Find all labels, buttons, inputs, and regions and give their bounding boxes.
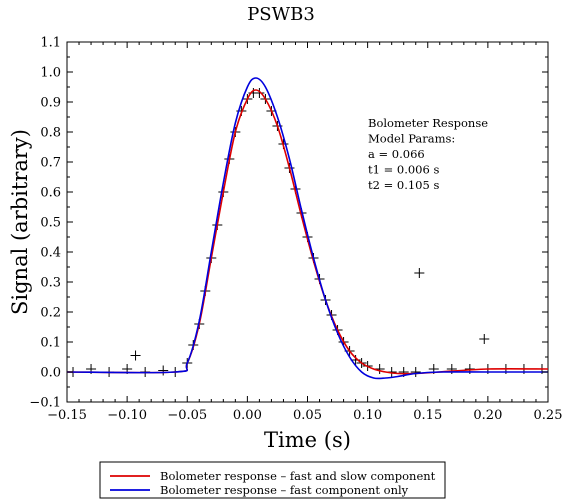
annotation-line: Model Params: [368,132,455,146]
y-axis-label: Signal (arbitrary) [8,129,32,315]
y-tick-label: 1.0 [40,66,61,81]
legend: Bolometer response – fast and slow compo… [99,461,446,499]
y-axis: −0.1 0.0 0.1 0.2 0.3 0.4 0.5 0.6 0.7 0.8 0.9 1.0 1.1 [29,36,548,411]
x-tick-label: −0.05 [167,408,207,423]
annotation-line: t1 = 0.006 s [368,163,439,177]
y-tick-label: 0.6 [40,186,61,201]
y-tick-label: −0.1 [29,396,61,411]
y-tick-label: 0.7 [40,156,61,171]
legend-box [99,461,446,499]
y-tick-label: 0.4 [40,246,61,261]
x-tick-label: −0.10 [107,408,147,423]
data-point [414,268,425,278]
series-line [67,89,548,375]
annotation-line: Bolometer Response [368,116,488,130]
data-point [130,350,141,361]
data-point [254,88,265,98]
x-axis-label: Time (s) [264,428,351,452]
annotation-line: a = 0.066 [368,147,425,161]
y-tick-label: 0.1 [40,336,61,351]
y-tick-label: 1.1 [40,36,61,51]
x-tick-label: 0.20 [473,408,502,423]
legend-label: Bolometer response – fast and slow compo… [160,469,436,483]
x-tick-label: 0.10 [353,408,382,423]
y-tick-label: 0.2 [40,306,61,321]
y-tick-label: 0.3 [40,276,61,291]
data-point [410,367,421,377]
x-tick-label: −0.15 [47,408,87,423]
annotation-line: t2 = 0.105 s [368,178,439,192]
annotation: Bolometer Response Model Params:a = 0.066… [368,116,488,192]
plot-frame [66,41,549,403]
legend-label: Bolometer response – fast component only [160,483,409,497]
y-tick-label: 0.8 [40,126,61,141]
x-axis: −0.15 −0.10 −0.05 0.00 0.05 0.10 0.15 0.20 0.25 [47,42,562,423]
x-tick-label: 0.00 [233,408,262,423]
y-tick-label: 0.9 [40,96,61,111]
y-tick-label: 0.5 [40,216,61,231]
chart-title: PSWB3 [247,4,315,25]
line-layer [67,77,548,380]
data-point [374,364,385,374]
data-point [479,334,490,344]
y-tick-label: 0.0 [40,366,61,381]
data-point [158,365,169,376]
series-line [67,77,548,380]
x-tick-label: 0.15 [413,408,442,423]
x-tick-label: 0.05 [293,408,322,423]
x-tick-label: 0.25 [534,408,563,423]
